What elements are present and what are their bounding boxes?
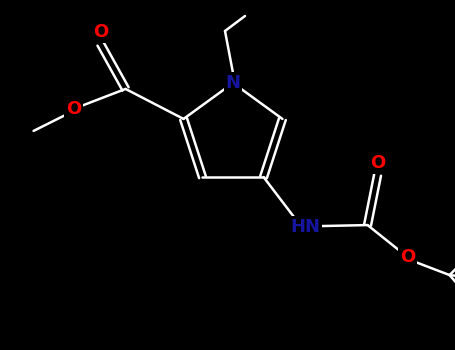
Text: O: O [400, 248, 415, 266]
Text: HN: HN [291, 218, 321, 236]
Text: N: N [226, 74, 241, 92]
Text: O: O [370, 154, 385, 172]
Text: O: O [93, 23, 108, 41]
Text: O: O [66, 100, 81, 118]
